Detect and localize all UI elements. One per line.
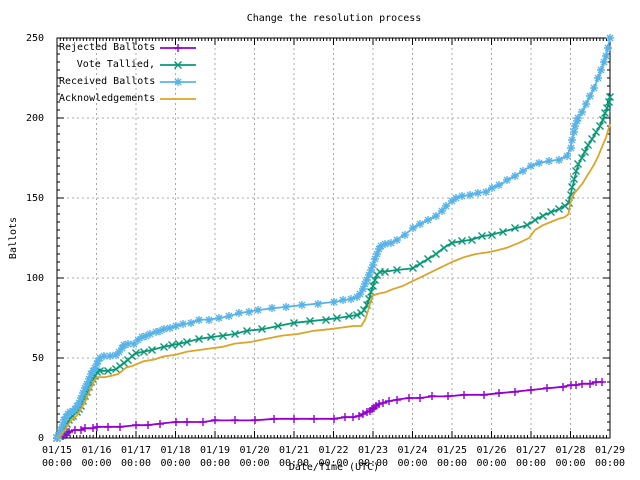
plot-border [56,37,611,439]
series-line-0 [56,381,603,439]
legend-label: Vote Tallied, [76,59,155,70]
x-tick-label: 01/25 00:00 [436,445,468,469]
x-tick-label: 01/21 00:00 [278,445,310,469]
legend-row-2: Received Ballots [59,73,198,90]
x-tick-label: 01/17 00:00 [120,445,152,469]
legend-label: Acknowledgements [59,93,156,104]
legend-line-sample [160,77,196,86]
x-tick-label: 01/18 00:00 [160,445,191,469]
y-tick-label: 150 [25,193,44,204]
legend-line-sample [160,43,196,52]
x-tick-label: 01/24 00:00 [397,445,428,469]
x-tick-label: 01/22 00:00 [318,445,349,469]
chart-title: Change the resolution process [246,13,422,24]
legend-row-0: Rejected Ballots [59,39,198,56]
x-tick-label: 01/29 00:00 [594,445,626,469]
x-tick-label: 01/26 00:00 [476,445,507,469]
x-tick-label: 01/28 00:00 [555,445,586,469]
x-axis-title: Date/Time (UTC) [288,462,380,473]
y-tick-label: 200 [25,113,44,124]
legend-line-sample [160,97,196,100]
legend-row-1: Vote Tallied, [59,56,198,73]
series-line-3 [56,124,611,439]
x-tick-label: 01/19 00:00 [199,445,231,469]
y-tick-label: 250 [25,33,44,44]
x-tick-label: 01/20 00:00 [239,445,270,469]
legend: Rejected Ballots Vote Tallied, Received Ba… [59,39,198,107]
legend-label: Rejected Ballots [59,42,156,53]
x-tick-label: 01/23 00:00 [357,445,389,469]
x-tick-label: 01/27 00:00 [515,445,547,469]
x-tick-label: 01/15 00:00 [41,445,73,469]
y-tick-label: 100 [25,273,44,284]
y-tick-label: 50 [31,353,44,364]
legend-row-3: Acknowledgements [59,90,198,107]
y-tick-label: 0 [37,433,44,444]
legend-line-sample [160,60,196,69]
legend-label: Received Ballots [59,76,156,87]
x-tick-label: 01/16 00:00 [81,445,112,469]
